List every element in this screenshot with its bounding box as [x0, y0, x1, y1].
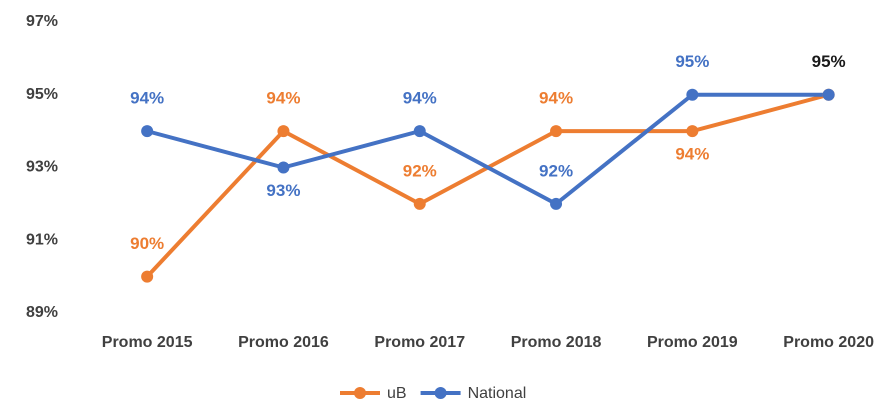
series-marker: [550, 197, 563, 210]
series-line: [145, 92, 830, 278]
legend-label: National: [468, 385, 527, 402]
x-tick-label: Promo 2018: [511, 334, 602, 351]
x-tick-label: Promo 2019: [647, 334, 738, 351]
data-label: 92%: [403, 161, 437, 180]
series-marker: [277, 125, 290, 138]
x-tick-label: Promo 2017: [374, 334, 465, 351]
series-marker: [413, 125, 426, 138]
data-label: 94%: [130, 89, 164, 108]
legend-label: uB: [387, 385, 407, 402]
series-marker: [686, 125, 699, 138]
y-tick-label: 95%: [26, 86, 58, 103]
x-tick-label: Promo 2020: [783, 334, 874, 351]
data-label: 94%: [403, 89, 437, 108]
series-marker: [277, 161, 290, 174]
y-tick-label: 93%: [26, 159, 58, 176]
data-label: 92%: [539, 161, 573, 180]
data-label: 94%: [675, 145, 709, 164]
series-line: [146, 92, 829, 206]
y-tick-label: 97%: [26, 13, 58, 30]
legend-marker: [434, 387, 447, 399]
series-marker: [686, 88, 699, 101]
y-tick-label: 91%: [26, 231, 58, 248]
data-label: 93%: [266, 181, 300, 200]
series-marker: [141, 270, 154, 283]
data-label: 95%: [812, 52, 846, 71]
data-label: 95%: [675, 52, 709, 71]
data-label: 90%: [130, 234, 164, 253]
data-label: 94%: [266, 89, 300, 108]
series-marker: [550, 125, 563, 138]
x-tick-label: Promo 2015: [102, 334, 193, 351]
series-marker: [413, 197, 426, 210]
data-label: 94%: [539, 89, 573, 108]
series-marker: [141, 125, 154, 138]
y-tick-label: 89%: [26, 304, 58, 321]
x-tick-label: Promo 2016: [238, 334, 329, 351]
series-marker: [822, 88, 835, 101]
legend-marker: [354, 387, 366, 399]
